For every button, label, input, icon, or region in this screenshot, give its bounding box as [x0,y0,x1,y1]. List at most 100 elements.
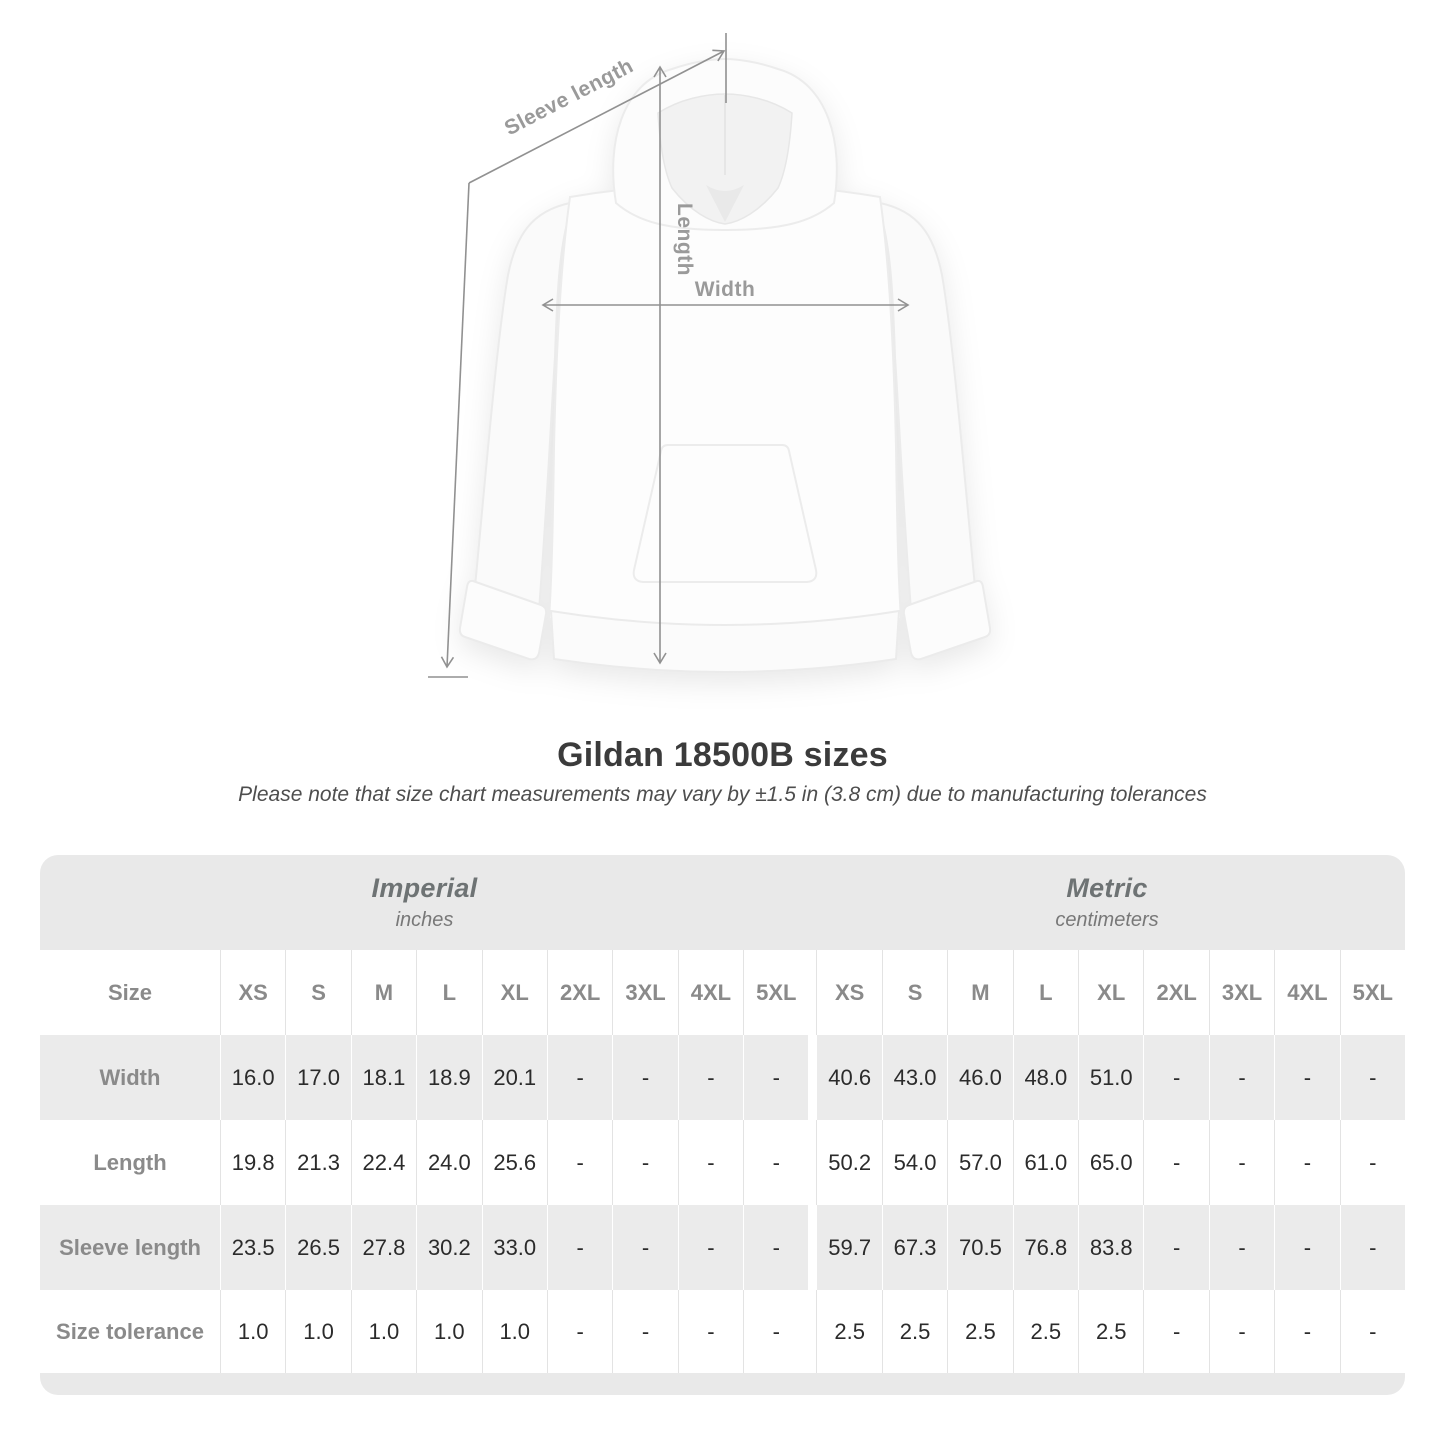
hoodie-size-diagram: Sleeve length Length Width [420,25,1060,725]
hoodie-illustration: Sleeve length Length Width [428,33,992,678]
value-metric: 51.0 [1078,1035,1144,1120]
value-imperial: 1.0 [416,1290,481,1373]
value-imperial: - [612,1120,677,1205]
value-metric: - [1339,1120,1405,1205]
value-metric: - [1274,1035,1340,1120]
size-header-metric: M [947,950,1012,1035]
table-row: Length 19.8 21.3 22.4 24.0 25.6- - - -50.2 54.0 57… [40,1120,1405,1205]
hoodie-body [547,183,903,633]
value-metric: 46.0 [947,1035,1013,1120]
value-metric: 61.0 [1012,1120,1078,1205]
size-header-imperial: XS [220,950,285,1035]
value-metric: 67.3 [881,1205,948,1290]
value-imperial: - [612,1205,678,1290]
row-label: Sleeve length [40,1205,220,1290]
group-divider [808,1205,817,1290]
value-metric: 2.5 [1078,1290,1143,1373]
size-header-imperial: S [285,950,350,1035]
value-metric: 43.0 [881,1035,948,1120]
value-imperial: 30.2 [416,1205,482,1290]
value-imperial: 24.0 [416,1120,481,1205]
value-imperial: - [612,1290,677,1373]
size-table-grid: Size XS S M L XL 2XL 3XL 4XL 5XL XS S M L XL 2XL 3XL 4XL 5… [40,950,1405,1373]
size-chart-table: Imperial inches Metric centimeters Size X… [40,855,1405,1395]
group-divider [808,950,817,1035]
table-footer-band [40,1373,1405,1395]
value-metric: - [1274,1290,1339,1373]
value-metric: 65.0 [1078,1120,1143,1205]
size-header-metric: 5XL [1339,950,1405,1035]
value-metric: 2.5 [816,1290,881,1373]
value-imperial: - [677,1120,743,1205]
size-header-imperial: 3XL [612,950,677,1035]
value-imperial: 22.4 [350,1120,416,1205]
table-row: Size tolerance 1.0 1.0 1.0 1.0 1.0- - - -2.5 2.5 2… [40,1290,1405,1373]
value-metric: 83.8 [1078,1205,1144,1290]
value-metric: - [1339,1035,1405,1120]
value-metric: - [1339,1290,1405,1373]
width-arrowhead-left [541,298,554,312]
size-header-metric: S [881,950,947,1035]
value-metric: - [1274,1205,1340,1290]
size-header-imperial: 4XL [677,950,743,1035]
value-metric: - [1274,1120,1339,1205]
imperial-group-header: Imperial inches [40,855,809,950]
size-header-metric: XL [1078,950,1143,1035]
value-imperial: - [677,1205,744,1290]
size-header-metric: 2XL [1143,950,1208,1035]
value-metric: 54.0 [881,1120,947,1205]
imperial-group-unit: inches [395,909,454,931]
value-imperial: 18.1 [350,1035,417,1120]
value-metric: 2.5 [1012,1290,1078,1373]
sleeve-length-label: Sleeve length [501,54,637,140]
size-header-imperial: 2XL [546,950,612,1035]
value-metric: 76.8 [1012,1205,1079,1290]
value-metric: - [1143,1120,1208,1205]
length-arrowhead-top [653,65,667,78]
size-header-metric: XS [816,950,881,1035]
imperial-group-title: Imperial [371,873,478,903]
value-imperial: - [743,1035,809,1120]
value-imperial: - [546,1120,612,1205]
value-imperial: 33.0 [481,1205,547,1290]
value-imperial: 25.6 [481,1120,547,1205]
length-label: Length [673,203,696,276]
value-imperial: 20.1 [481,1035,547,1120]
table-row: Size XS S M L XL 2XL 3XL 4XL 5XL XS S M L XL 2XL 3XL 4XL 5… [40,950,1405,1035]
size-header-imperial: 5XL [743,950,808,1035]
row-label: Size tolerance [56,1318,204,1344]
value-imperial: 17.0 [285,1035,351,1120]
size-header-metric: 4XL [1274,950,1339,1035]
sleeve-length-arrowhead-bottom [440,656,455,669]
hoodie-hood-v-shade [706,185,744,222]
hoodie-garment [458,57,992,673]
value-metric: - [1339,1205,1405,1290]
measurement-arrows [428,33,910,678]
value-imperial: - [677,1035,744,1120]
row-label-size: Size [107,979,153,1005]
size-header-imperial: XL [481,950,547,1035]
value-imperial: 1.0 [285,1290,350,1373]
value-metric: - [1208,1120,1274,1205]
group-divider [808,1120,817,1205]
row-label: Length [93,1149,167,1175]
metric-group-title: Metric [1066,873,1148,903]
value-imperial: 26.5 [285,1205,351,1290]
value-metric: - [1143,1290,1208,1373]
value-metric: 48.0 [1012,1035,1079,1120]
value-metric: 40.6 [816,1035,882,1120]
value-imperial: 1.0 [481,1290,547,1373]
value-metric: 57.0 [947,1120,1012,1205]
hoodie-right-cuff [902,579,992,661]
size-header-metric: 3XL [1208,950,1274,1035]
sleeve-length-arrow-vertical [446,182,470,668]
metric-group-unit: centimeters [1055,909,1159,931]
metric-group-header: Metric centimeters [809,855,1405,950]
value-imperial: 16.0 [220,1035,286,1120]
table-row: Sleeve length 23.5 26.5 27.8 30.2 33.0- - - -59.… [40,1205,1405,1290]
size-header-imperial: L [416,950,481,1035]
width-label: Width [695,278,756,301]
length-arrowhead-bottom [653,652,667,665]
value-imperial: - [743,1120,808,1205]
sleeve-length-arrow-diagonal [468,50,725,184]
